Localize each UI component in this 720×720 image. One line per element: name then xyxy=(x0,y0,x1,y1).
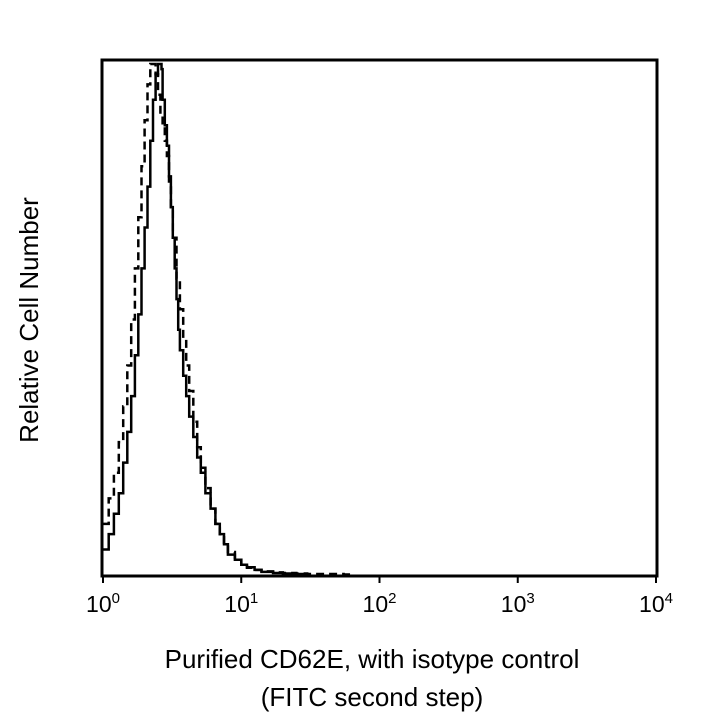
x-axis-title-line-2: (FITC second step) xyxy=(261,682,484,712)
histogram-series-solid xyxy=(103,62,309,576)
x-tick-label: 103 xyxy=(501,590,535,617)
x-tick-label: 100 xyxy=(86,590,120,617)
histogram-series-dashed xyxy=(103,62,351,576)
x-tick-label: 102 xyxy=(363,590,397,617)
x-axis-ticks: 100 101 102 103 104 xyxy=(86,576,673,617)
x-axis-title-line-1: Purified CD62E, with isotype control xyxy=(165,644,580,674)
x-tick-label: 104 xyxy=(639,590,673,617)
plot-frame xyxy=(100,58,659,578)
x-tick-label: 101 xyxy=(224,590,258,617)
y-axis-title: Relative Cell Number xyxy=(14,197,44,443)
series-layer xyxy=(103,62,351,576)
